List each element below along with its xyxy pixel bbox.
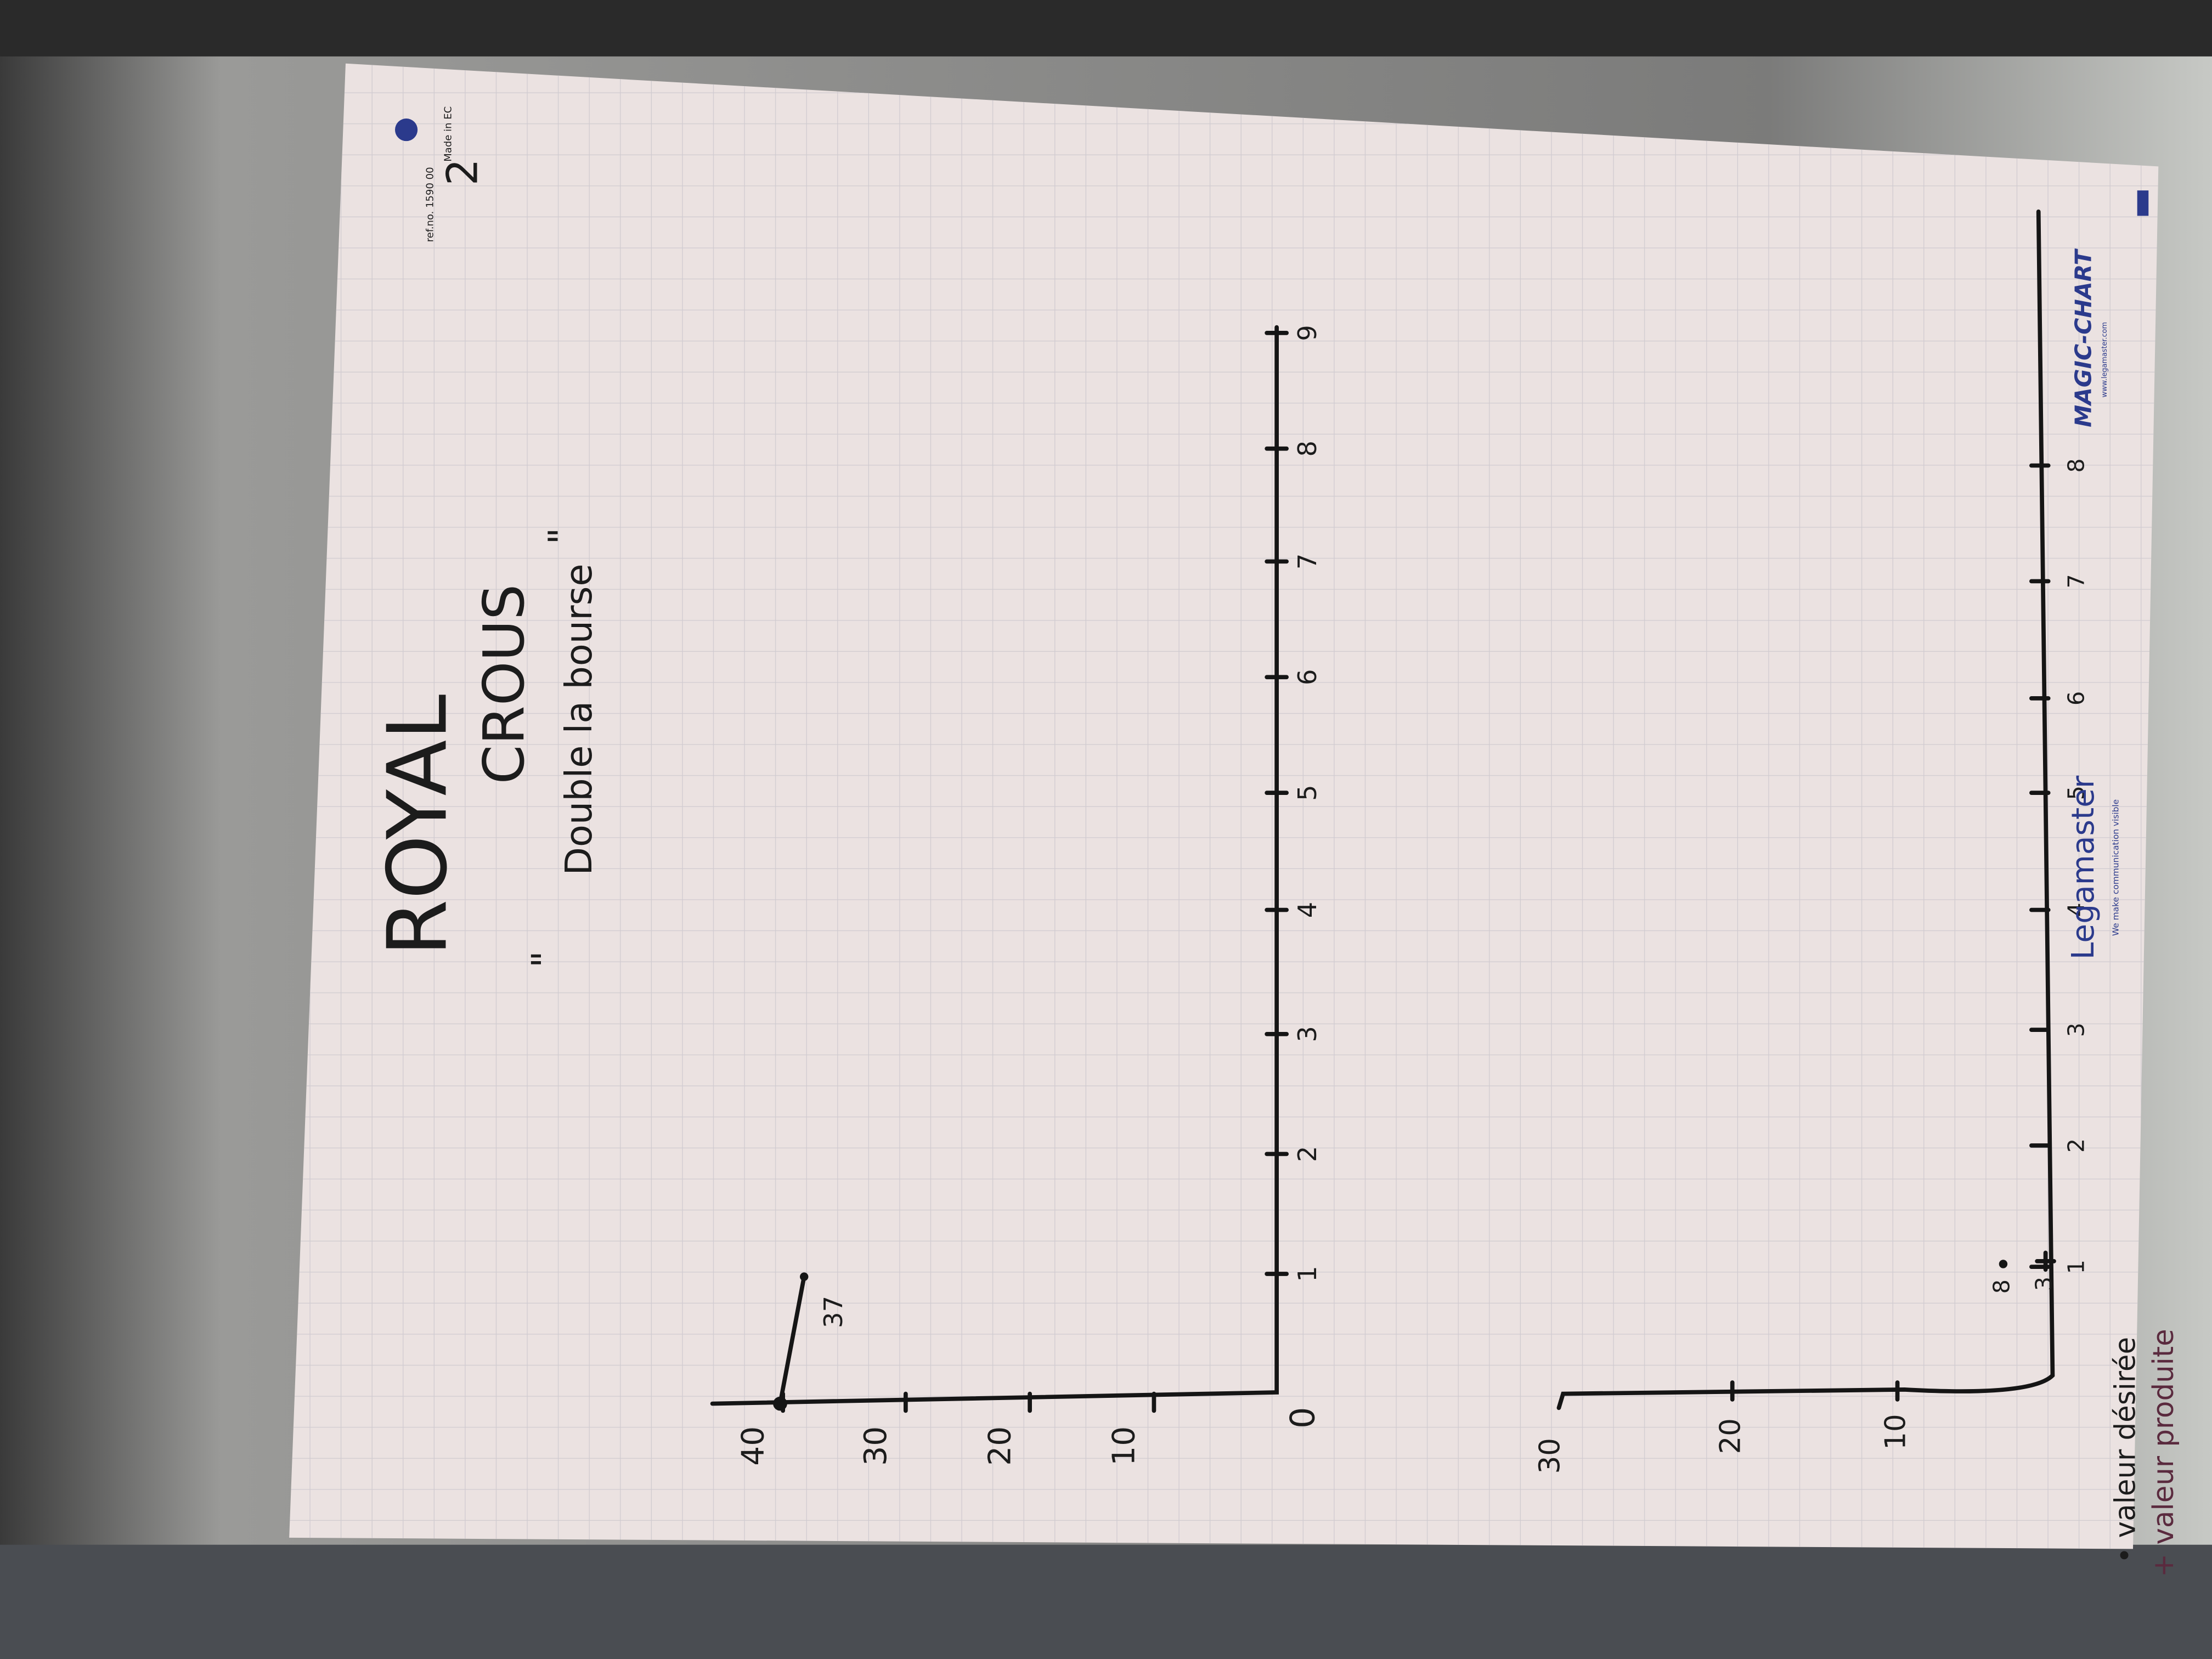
made-in: Made in EC — [443, 106, 454, 162]
legend-item: • valeur désirée — [2109, 1337, 2142, 1564]
point-label: 3 — [2031, 1277, 2057, 1291]
brand-mark — [2137, 190, 2149, 216]
point-label: 8 — [1988, 1279, 2015, 1294]
x-tick-label: 2 — [2063, 1138, 2090, 1153]
x-tick-label: 5 — [2063, 786, 2090, 800]
title-line1: ROYAL — [370, 695, 465, 956]
y-tick-label: 20 — [981, 1426, 1018, 1466]
open-quote: " — [523, 951, 566, 968]
x-tick-label: 6 — [1293, 669, 1322, 685]
legend-item: + valeur produite — [2147, 1329, 2180, 1577]
brand-tagline: We make communication visible — [2111, 799, 2121, 936]
paper-grid — [289, 63, 2159, 1549]
origin-label: 0 — [1283, 1407, 1323, 1429]
window-frame — [0, 0, 2212, 57]
brand-url: www.legamaster.com — [2101, 322, 2109, 398]
x-tick-label: 2 — [1293, 1146, 1322, 1162]
brand-logo: Legamaster — [2065, 775, 2101, 960]
x-tick-label: 4 — [2063, 902, 2090, 917]
x-tick-label: 4 — [1293, 902, 1322, 918]
y-tick-label: 30 — [1534, 1438, 1567, 1474]
y-tick-label: 20 — [1714, 1418, 1747, 1454]
point-label: 37 — [819, 1296, 848, 1328]
title-line2: CROUS — [472, 584, 537, 785]
chart2-point — [1999, 1260, 2008, 1268]
close-quote: " — [540, 528, 583, 545]
subtitle: Double la bourse — [557, 563, 600, 875]
x-tick-label: 7 — [2063, 574, 2090, 588]
x-tick-label: 8 — [2063, 458, 2090, 472]
x-tick-label: 3 — [2063, 1023, 2090, 1037]
y-tick-label: 30 — [857, 1426, 894, 1466]
y-tick-label: 10 — [1880, 1414, 1912, 1449]
ref-number: ref.no. 1590 00 — [424, 167, 436, 242]
brand-product: MAGIC-CHART — [2070, 249, 2097, 427]
x-tick-label: 3 — [1293, 1026, 1322, 1042]
x-tick-label: 6 — [2063, 691, 2090, 706]
chart2-axes — [1556, 209, 2055, 1410]
chart1-axes — [710, 325, 1279, 1406]
x-tick-label: 1 — [2063, 1260, 2090, 1274]
page-number: 2 — [438, 159, 488, 185]
x-tick-label: 8 — [1293, 441, 1322, 456]
window-bottom — [0, 1544, 2212, 1659]
x-tick-label: 5 — [1293, 785, 1322, 800]
x-tick-label: 1 — [1293, 1266, 1322, 1282]
chart2-point — [2035, 1250, 2056, 1272]
chart1-point — [800, 1272, 809, 1281]
y-tick-label: 10 — [1106, 1426, 1142, 1466]
recycle-icon — [395, 119, 418, 142]
x-tick-label: 7 — [1293, 554, 1322, 569]
chart1-line — [778, 1274, 806, 1406]
x-tick-label: 9 — [1293, 325, 1322, 341]
y-tick-label: 40 — [735, 1426, 771, 1466]
